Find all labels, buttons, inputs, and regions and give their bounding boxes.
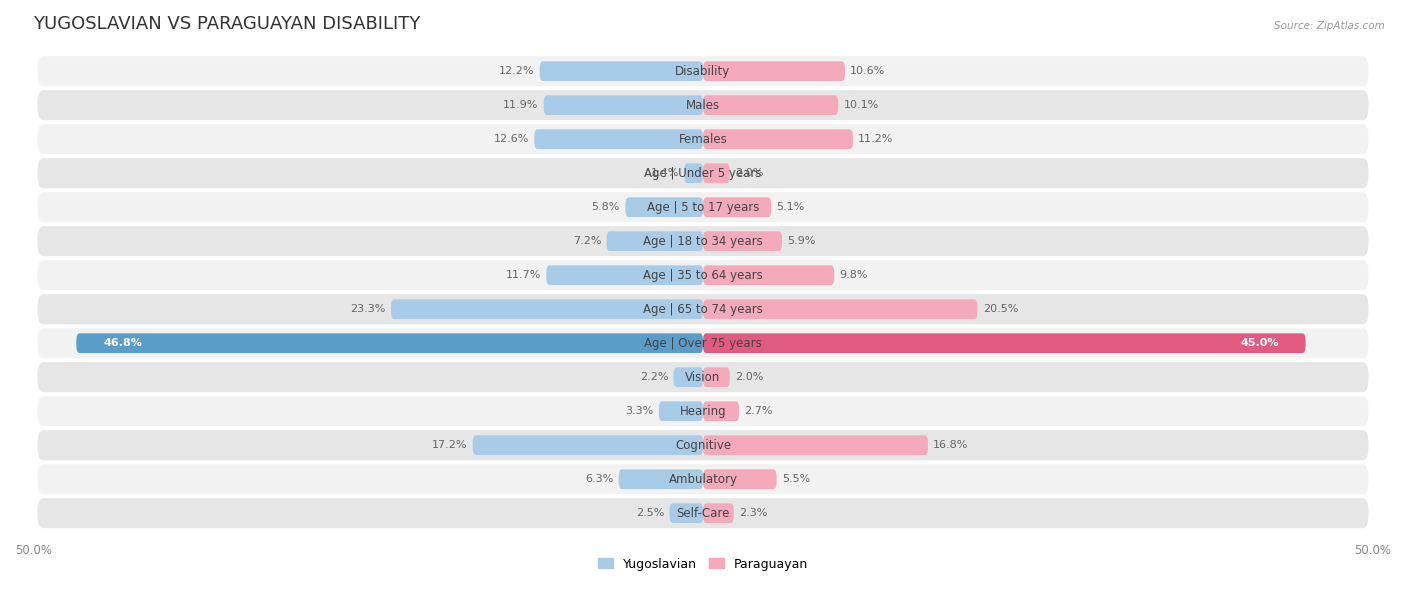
Text: 6.3%: 6.3% <box>585 474 613 484</box>
Text: 5.9%: 5.9% <box>787 236 815 246</box>
FancyBboxPatch shape <box>38 362 1368 392</box>
FancyBboxPatch shape <box>38 498 1368 528</box>
Text: Ambulatory: Ambulatory <box>668 472 738 486</box>
FancyBboxPatch shape <box>703 299 977 319</box>
FancyBboxPatch shape <box>703 334 1306 353</box>
Text: Age | 35 to 64 years: Age | 35 to 64 years <box>643 269 763 282</box>
Text: 2.0%: 2.0% <box>735 372 763 382</box>
FancyBboxPatch shape <box>703 266 834 285</box>
FancyBboxPatch shape <box>685 163 703 183</box>
FancyBboxPatch shape <box>391 299 703 319</box>
FancyBboxPatch shape <box>38 192 1368 222</box>
Text: YUGOSLAVIAN VS PARAGUAYAN DISABILITY: YUGOSLAVIAN VS PARAGUAYAN DISABILITY <box>34 15 420 33</box>
FancyBboxPatch shape <box>703 163 730 183</box>
Text: 3.3%: 3.3% <box>626 406 654 416</box>
Text: 2.0%: 2.0% <box>735 168 763 178</box>
Legend: Yugoslavian, Paraguayan: Yugoslavian, Paraguayan <box>593 554 813 575</box>
Text: 5.1%: 5.1% <box>776 202 804 212</box>
Text: 16.8%: 16.8% <box>934 440 969 450</box>
Text: Hearing: Hearing <box>679 405 727 418</box>
FancyBboxPatch shape <box>703 401 740 421</box>
FancyBboxPatch shape <box>540 61 703 81</box>
FancyBboxPatch shape <box>703 367 730 387</box>
Text: Age | Over 75 years: Age | Over 75 years <box>644 337 762 349</box>
FancyBboxPatch shape <box>669 503 703 523</box>
FancyBboxPatch shape <box>38 465 1368 494</box>
Text: Age | 18 to 34 years: Age | 18 to 34 years <box>643 234 763 248</box>
FancyBboxPatch shape <box>38 430 1368 460</box>
FancyBboxPatch shape <box>703 129 853 149</box>
Text: 5.8%: 5.8% <box>592 202 620 212</box>
Text: 7.2%: 7.2% <box>572 236 602 246</box>
Text: 11.9%: 11.9% <box>503 100 538 110</box>
FancyBboxPatch shape <box>703 231 782 251</box>
FancyBboxPatch shape <box>547 266 703 285</box>
FancyBboxPatch shape <box>544 95 703 115</box>
FancyBboxPatch shape <box>38 159 1368 188</box>
Text: 5.5%: 5.5% <box>782 474 810 484</box>
Text: 23.3%: 23.3% <box>350 304 385 314</box>
FancyBboxPatch shape <box>673 367 703 387</box>
FancyBboxPatch shape <box>76 334 703 353</box>
Text: Age | 65 to 74 years: Age | 65 to 74 years <box>643 303 763 316</box>
Text: Source: ZipAtlas.com: Source: ZipAtlas.com <box>1274 21 1385 31</box>
FancyBboxPatch shape <box>703 503 734 523</box>
Text: Self-Care: Self-Care <box>676 507 730 520</box>
FancyBboxPatch shape <box>703 435 928 455</box>
Text: Females: Females <box>679 133 727 146</box>
Text: 10.6%: 10.6% <box>851 66 886 76</box>
Text: Age | Under 5 years: Age | Under 5 years <box>644 166 762 180</box>
Text: Vision: Vision <box>685 371 721 384</box>
FancyBboxPatch shape <box>472 435 703 455</box>
FancyBboxPatch shape <box>38 90 1368 120</box>
FancyBboxPatch shape <box>38 56 1368 86</box>
Text: 9.8%: 9.8% <box>839 270 868 280</box>
FancyBboxPatch shape <box>38 328 1368 358</box>
FancyBboxPatch shape <box>619 469 703 489</box>
Text: Disability: Disability <box>675 65 731 78</box>
FancyBboxPatch shape <box>38 396 1368 426</box>
FancyBboxPatch shape <box>38 260 1368 290</box>
FancyBboxPatch shape <box>703 197 772 217</box>
Text: Age | 5 to 17 years: Age | 5 to 17 years <box>647 201 759 214</box>
Text: 2.7%: 2.7% <box>745 406 773 416</box>
Text: Males: Males <box>686 99 720 111</box>
FancyBboxPatch shape <box>626 197 703 217</box>
Text: 1.4%: 1.4% <box>651 168 679 178</box>
Text: 17.2%: 17.2% <box>432 440 467 450</box>
FancyBboxPatch shape <box>703 95 838 115</box>
Text: 2.2%: 2.2% <box>640 372 668 382</box>
Text: 12.2%: 12.2% <box>499 66 534 76</box>
FancyBboxPatch shape <box>606 231 703 251</box>
FancyBboxPatch shape <box>703 469 776 489</box>
Text: 11.2%: 11.2% <box>858 134 894 144</box>
Text: 11.7%: 11.7% <box>506 270 541 280</box>
Text: 12.6%: 12.6% <box>494 134 529 144</box>
FancyBboxPatch shape <box>659 401 703 421</box>
Text: 2.3%: 2.3% <box>740 508 768 518</box>
Text: 2.5%: 2.5% <box>636 508 664 518</box>
Text: 10.1%: 10.1% <box>844 100 879 110</box>
Text: 46.8%: 46.8% <box>103 338 142 348</box>
FancyBboxPatch shape <box>703 61 845 81</box>
Text: 20.5%: 20.5% <box>983 304 1018 314</box>
Text: Cognitive: Cognitive <box>675 439 731 452</box>
FancyBboxPatch shape <box>38 294 1368 324</box>
FancyBboxPatch shape <box>534 129 703 149</box>
FancyBboxPatch shape <box>38 226 1368 256</box>
Text: 45.0%: 45.0% <box>1240 338 1279 348</box>
FancyBboxPatch shape <box>38 124 1368 154</box>
